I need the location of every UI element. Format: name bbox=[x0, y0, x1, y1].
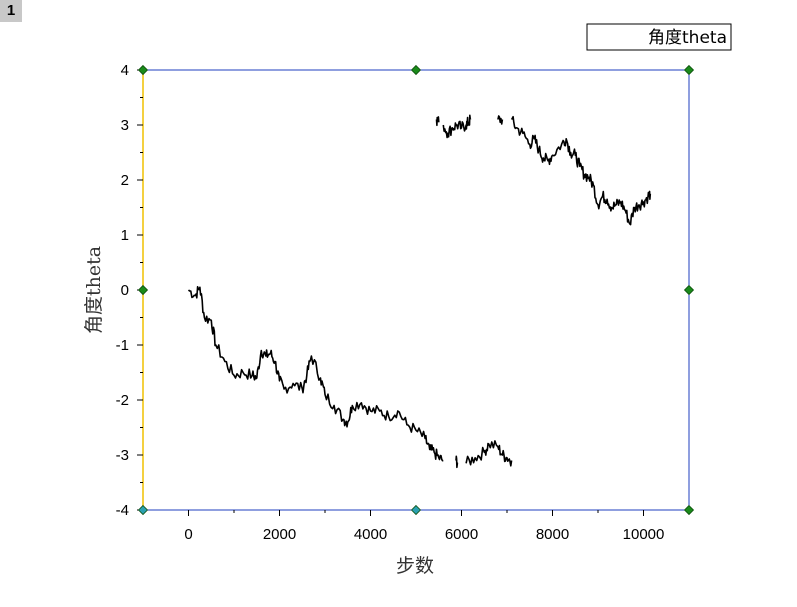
resize-handle[interactable] bbox=[410, 504, 422, 516]
resize-handle[interactable] bbox=[683, 64, 695, 76]
series-line-segment bbox=[497, 115, 504, 125]
x-tick-label: 10000 bbox=[623, 526, 665, 543]
y-tick-label: 4 bbox=[121, 62, 129, 79]
resize-handle[interactable] bbox=[137, 64, 149, 76]
series-line-segment bbox=[455, 455, 459, 469]
resize-handle[interactable] bbox=[137, 504, 149, 516]
y-tick-label: -3 bbox=[116, 447, 129, 464]
plot-area bbox=[142, 69, 690, 511]
layer-tag: 1 bbox=[0, 0, 22, 22]
resize-handle[interactable] bbox=[683, 284, 695, 296]
legend[interactable]: 角度theta bbox=[586, 23, 732, 51]
y-tick-label: 2 bbox=[121, 172, 129, 189]
x-tick-label: 2000 bbox=[263, 526, 296, 543]
y-tick-label: 3 bbox=[121, 117, 129, 134]
legend-box bbox=[586, 23, 732, 51]
legend-entry-label: 角度theta bbox=[648, 28, 727, 48]
series-layer bbox=[187, 114, 652, 469]
y-tick-label: 0 bbox=[121, 282, 129, 299]
y-tick-label: 1 bbox=[121, 227, 129, 244]
series-line-segment bbox=[187, 286, 444, 462]
resize-handle[interactable] bbox=[410, 64, 422, 76]
resize-handle[interactable] bbox=[137, 284, 149, 296]
series-line-segment bbox=[465, 440, 513, 467]
series-line-segment bbox=[442, 114, 472, 139]
series-line-segment bbox=[510, 115, 652, 226]
x-axis-ticks: 0 2000 4000 6000 8000 10000 bbox=[184, 510, 664, 543]
y-tick-label: -4 bbox=[116, 502, 129, 519]
plot-frame bbox=[142, 69, 690, 511]
resize-handle[interactable] bbox=[683, 504, 695, 516]
selection-handles[interactable] bbox=[137, 64, 695, 516]
series-line-segment bbox=[435, 116, 440, 127]
x-axis-title: 步数 bbox=[396, 555, 434, 577]
y-tick-label: -1 bbox=[116, 337, 129, 354]
y-tick-label: -2 bbox=[116, 392, 129, 409]
y-axis-title: 角度theta bbox=[83, 246, 105, 334]
x-tick-label: 0 bbox=[184, 526, 192, 543]
x-tick-label: 4000 bbox=[354, 526, 387, 543]
x-tick-label: 8000 bbox=[536, 526, 569, 543]
x-tick-label: 6000 bbox=[445, 526, 478, 543]
